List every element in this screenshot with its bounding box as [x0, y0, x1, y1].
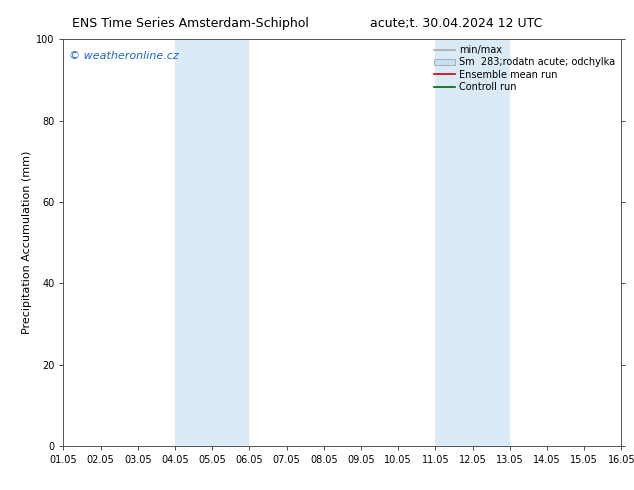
Text: acute;t. 30.04.2024 12 UTC: acute;t. 30.04.2024 12 UTC [370, 17, 543, 30]
Y-axis label: Precipitation Accumulation (mm): Precipitation Accumulation (mm) [22, 151, 32, 334]
Bar [175, 39, 249, 446]
Legend: min/max, Sm  283;rodatn acute; odchylka, Ensemble mean run, Controll run: min/max, Sm 283;rodatn acute; odchylka, … [431, 42, 618, 95]
Text: ENS Time Series Amsterdam-Schiphol: ENS Time Series Amsterdam-Schiphol [72, 17, 309, 30]
Text: © weatheronline.cz: © weatheronline.cz [69, 51, 179, 61]
Bar [436, 39, 510, 446]
